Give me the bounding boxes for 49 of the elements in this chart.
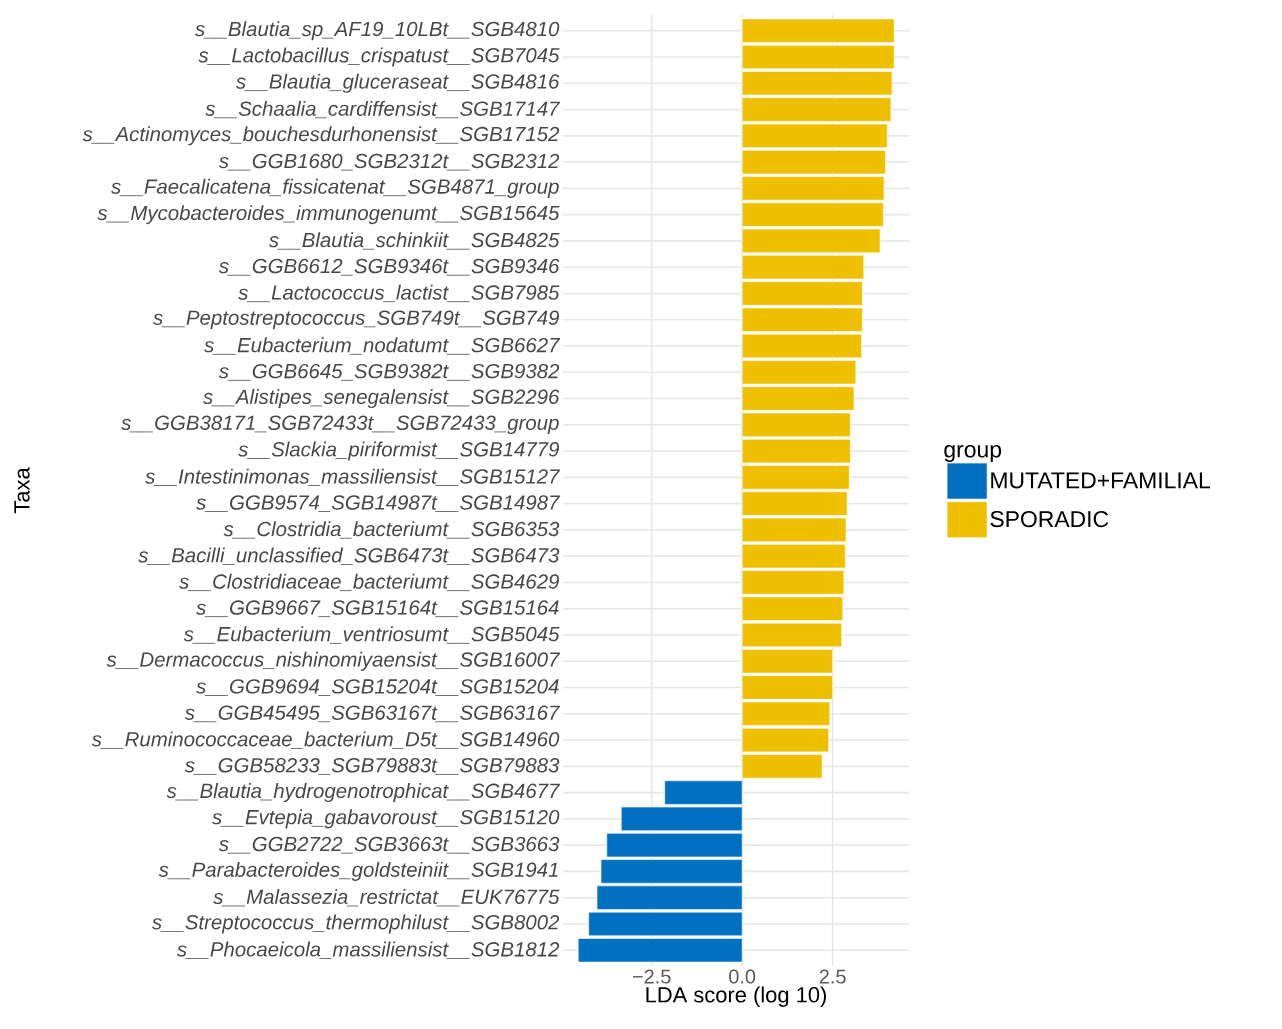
y-tick-label: s__GGB9694_SGB15204t__SGB15204 <box>196 679 559 696</box>
y-tick-label: s__Dermacoccus_nishinomiyaensist__SGB16007 <box>106 651 561 671</box>
y-tick-label: s__GGB9667_SGB15164t__SGB15164 <box>196 600 559 618</box>
bar <box>741 18 895 43</box>
x-tick-label: 0.0 <box>729 969 756 984</box>
y-tick-label: s__Parabacteroides_goldsteiniit__SGB1941 <box>158 861 558 881</box>
y-tick-label: s__Ruminococcaceae_bacterium_D5t__SGB14960 <box>91 731 560 749</box>
y-tick-label: s__Clostridia_bacteriumt__SGB6353 <box>223 521 560 539</box>
y-tick-label: s__Lactobacillus_crispatust__SGB7045 <box>198 47 560 67</box>
y-tick-label: s__Phocaeicola_massiliensist__SGB1812 <box>176 941 560 959</box>
y-tick-label: s__Peptostreptococcus_SGB749t__SGB749 <box>153 310 560 329</box>
x-tick-label: 2.5 <box>819 969 846 984</box>
y-tick-label: s__Blautia_gluceraseat__SGB4816 <box>235 73 560 93</box>
bar <box>741 44 895 70</box>
y-tick-label: s__GGB6612_SGB9346t__SGB9346 <box>218 258 560 276</box>
y-tick-label: s__Bacilli_unclassified_SGB6473t__SGB6473 <box>138 547 560 565</box>
y-tick-label: s__Malassezia_restrictat__EUK76775 <box>213 889 560 907</box>
y-tick-label: s__Eubacterium_nodatumt__SGB6627 <box>204 337 561 355</box>
x-tick-label: −2.5 <box>632 969 671 984</box>
legend-label: SPORADIC <box>990 510 1109 528</box>
y-tick-label: s__Eubacterium_ventriosumt__SGB5045 <box>183 626 560 644</box>
bar <box>741 622 842 648</box>
y-tick-label: s__Streptococcus_thermophilust__SGB8002 <box>151 914 560 934</box>
y-tick-label: s__GGB6645_SGB9382t__SGB9382 <box>218 363 560 381</box>
y-tick-label: s__Lactococcus_lactist__SGB7985 <box>238 284 560 303</box>
y-tick-label: s__Blautia_sp_AF19_10LBt__SGB4810 <box>195 21 560 41</box>
y-tick-label: s__Intestinimonas_massiliensist__SGB15127 <box>145 468 561 487</box>
bar <box>741 333 862 359</box>
y-tick-label: s__Clostridiaceae_bacteriumt__SGB4629 <box>179 573 559 592</box>
y-tick-label: s__Schaalia_cardiffensist__SGB17147 <box>205 100 561 119</box>
y-tick-label: s__Blautia_hydrogenotrophicat__SGB4677 <box>166 783 561 803</box>
y-tick-label: s__GGB1680_SGB2312t__SGB2312 <box>218 153 560 171</box>
y-tick-label: s__GGB2722_SGB3663t__SGB3663 <box>218 836 560 854</box>
legend-title: group <box>944 444 1002 463</box>
y-tick-label: s__Blautia_schinkiit__SGB4825 <box>268 232 560 250</box>
x-axis-title: LDA score (log 10) <box>646 986 826 1007</box>
y-tick-label: s__GGB58233_SGB79883t__SGB79883 <box>184 757 560 775</box>
y-tick-label: s__Alistipes_senegalensist__SGB2296 <box>203 389 560 409</box>
legend-label: MUTATED+FAMILIAL <box>991 472 1210 489</box>
y-tick-label: s__GGB9574_SGB14987t__SGB14987 <box>196 495 561 513</box>
y-tick-label: s__Mycobacteroides_immunogenumt__SGB15645 <box>97 205 560 225</box>
y-tick-label: s__Evtepia_gabavoroust__SGB15120 <box>212 809 560 829</box>
y-tick-label: s__Faecalicatena_fissicatenat__SGB4871_group <box>111 178 559 198</box>
y-tick-label: s__Actinomyces_bouchesdurhonensist__SGB17152 <box>82 126 560 146</box>
y-axis-title: Taxa <box>14 467 30 514</box>
y-tick-label: s__GGB45495_SGB63167t__SGB63167 <box>184 705 561 723</box>
bar <box>577 938 743 963</box>
y-tick-label: s__GGB38171_SGB72433t__SGB72433_group <box>121 415 559 435</box>
y-tick-label: s__Slackia_piriformist__SGB14779 <box>238 441 560 461</box>
